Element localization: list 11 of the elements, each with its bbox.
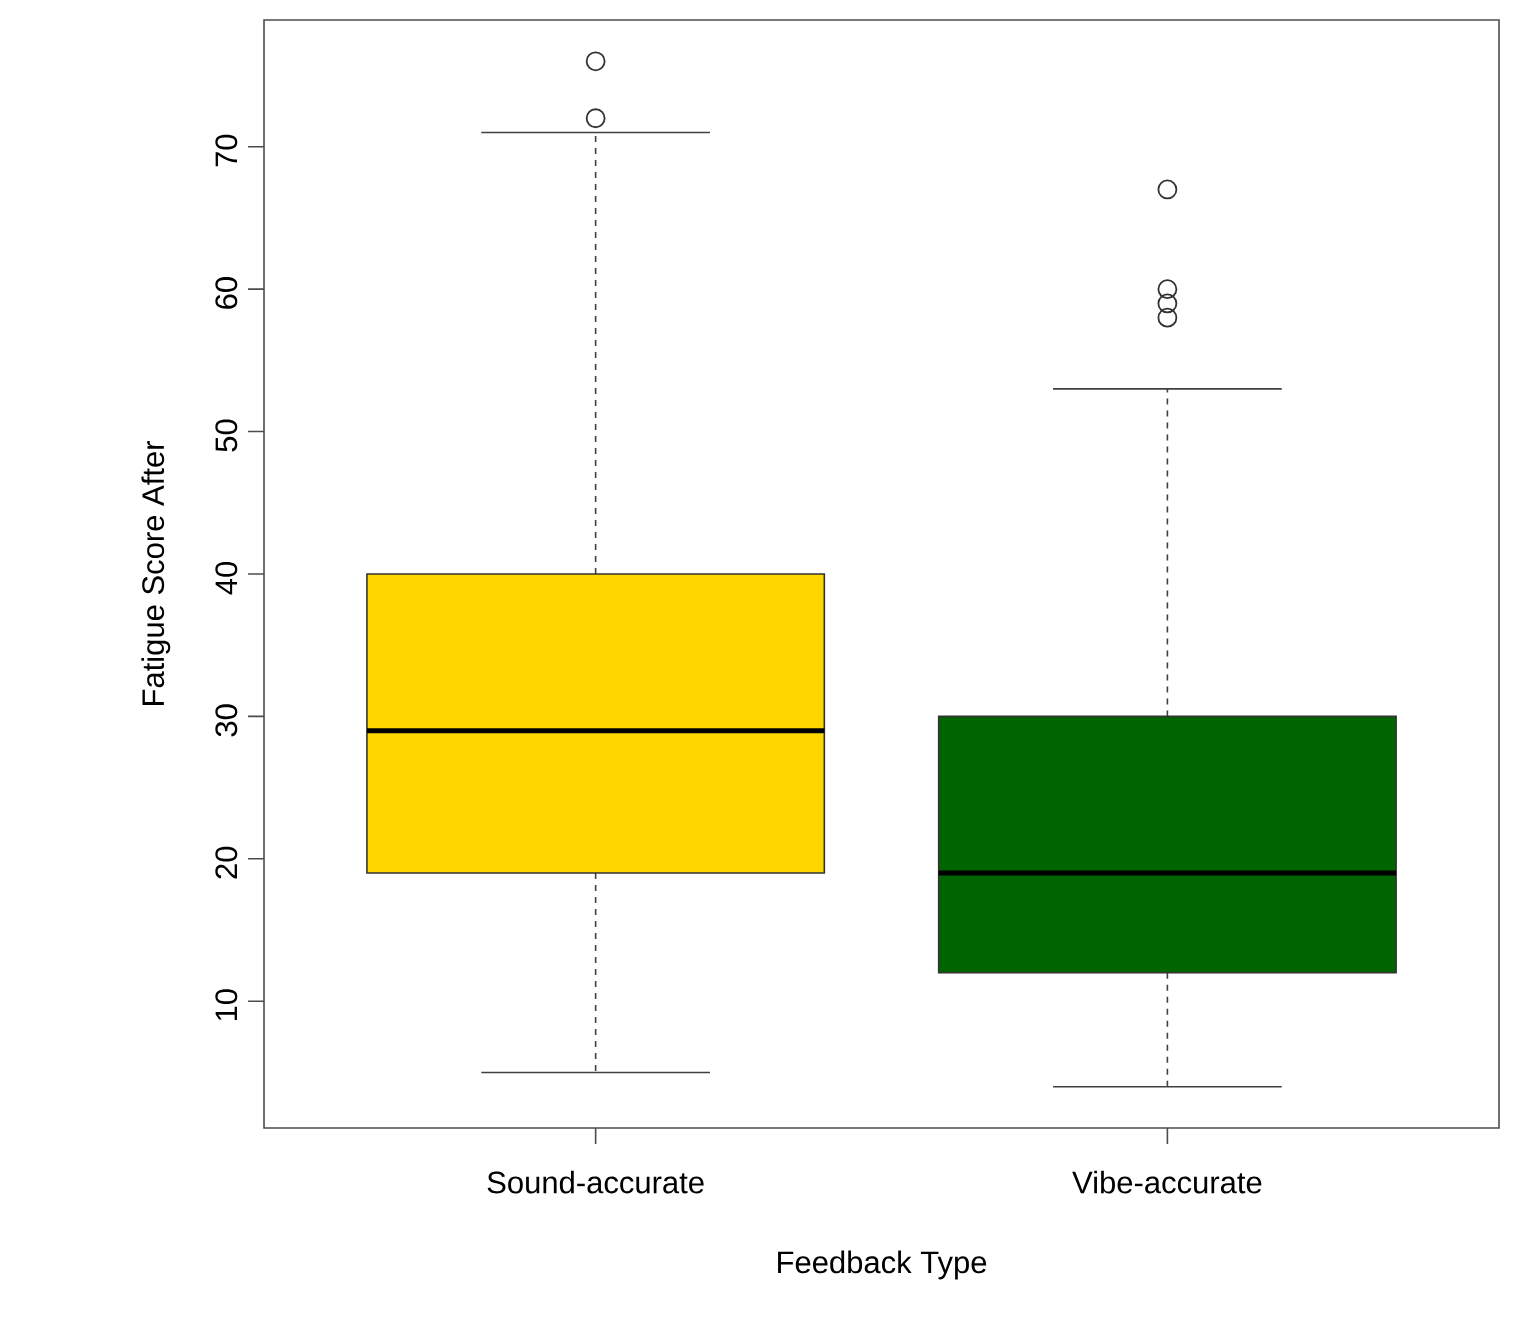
y-tick-label: 60: [215, 277, 238, 309]
y-tick-label: 70: [215, 134, 238, 167]
x-axis-title: Feedback Type: [778, 1250, 987, 1280]
y-tick-label: 30: [215, 704, 238, 737]
y-axis-title: Fatigue Score After: [141, 440, 171, 705]
x-tick-label: Vibe-accurate: [1072, 1170, 1262, 1194]
y-tick-label: 40: [215, 561, 238, 595]
y-tick-label: 50: [215, 419, 238, 452]
y-tick-label: 10: [215, 989, 238, 1021]
x-tick-label: Sound-accurate: [487, 1170, 704, 1194]
y-tick-label: 20: [215, 846, 238, 879]
